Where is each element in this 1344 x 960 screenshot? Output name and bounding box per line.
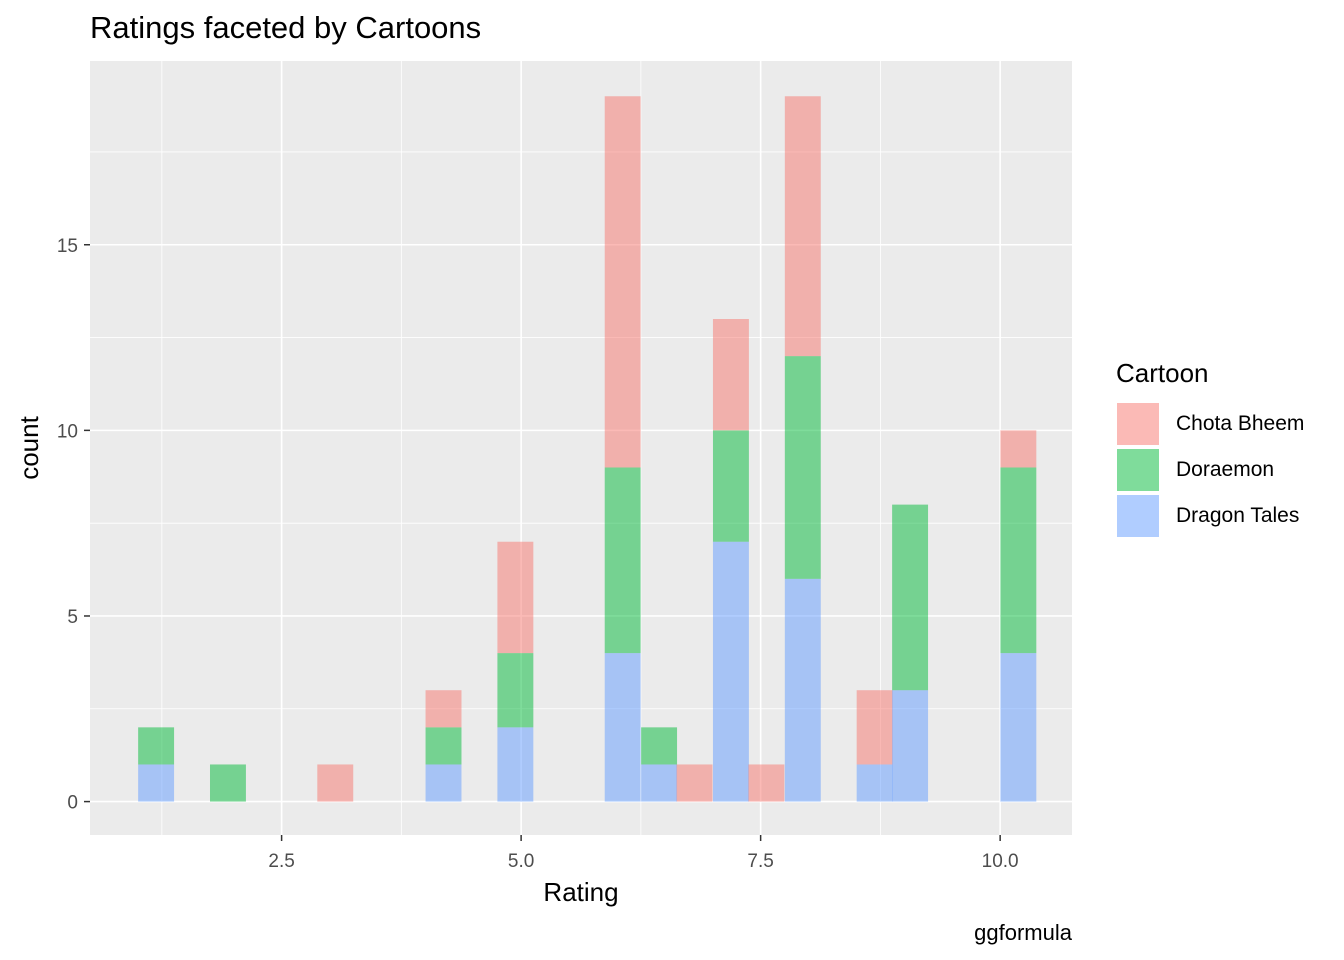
- bar-doraemon: [1000, 467, 1037, 654]
- legend-key-doraemon: [1116, 448, 1160, 492]
- bar-dragon-tales: [1000, 653, 1037, 802]
- bar-chota-bheem: [784, 96, 821, 357]
- x-tick-label: 2.5: [268, 851, 294, 872]
- bar-doraemon: [784, 356, 821, 579]
- x-tick-label: 10.0: [982, 851, 1019, 872]
- bar-doraemon: [892, 504, 929, 691]
- bar-chota-bheem: [497, 541, 534, 654]
- bar-chota-bheem: [604, 96, 641, 468]
- caption: ggformula: [974, 920, 1072, 945]
- bar-doraemon: [425, 727, 462, 765]
- bar-dragon-tales: [712, 541, 749, 802]
- bar-dragon-tales: [425, 764, 462, 802]
- bar-doraemon: [497, 653, 534, 728]
- legend-item-doraemon: Doraemon: [1116, 447, 1304, 493]
- x-tick-label: 5.0: [508, 851, 534, 872]
- bar-doraemon: [209, 764, 246, 802]
- y-tick-label: 15: [57, 236, 78, 257]
- y-axis-title: count: [14, 415, 44, 479]
- bar-doraemon: [604, 467, 641, 654]
- bar-chota-bheem: [748, 764, 785, 802]
- legend-item-dragon-tales: Dragon Tales: [1116, 493, 1304, 539]
- legend-title: Cartoon: [1116, 358, 1209, 388]
- y-tick-label: 10: [57, 421, 78, 442]
- bar-dragon-tales: [641, 764, 678, 802]
- legend-key-chota-bheem: [1116, 402, 1160, 446]
- bar-chota-bheem: [856, 690, 893, 765]
- legend: Cartoon Chota Bheem Doraemon Dragon Tale…: [1116, 358, 1304, 539]
- bar-doraemon: [712, 430, 749, 542]
- bar-dragon-tales: [604, 653, 641, 802]
- x-axis-title: Rating: [543, 877, 618, 907]
- bar-doraemon: [138, 727, 175, 765]
- bar-dragon-tales: [497, 727, 534, 802]
- legend-item-chota-bheem: Chota Bheem: [1116, 401, 1304, 447]
- y-tick-label: 5: [67, 607, 78, 628]
- bar-chota-bheem: [425, 690, 462, 728]
- bar-doraemon: [641, 727, 678, 765]
- legend-label: Chota Bheem: [1176, 412, 1305, 435]
- x-tick-label: 7.5: [747, 851, 773, 872]
- chart-title: Ratings faceted by Cartoons: [90, 10, 482, 45]
- bar-dragon-tales: [892, 690, 929, 802]
- bar-chota-bheem: [317, 764, 354, 802]
- bar-chota-bheem: [676, 764, 713, 802]
- legend-label: Doraemon: [1176, 458, 1275, 481]
- bar-chota-bheem: [1000, 430, 1037, 468]
- legend-key-dragon-tales: [1116, 494, 1160, 538]
- y-tick-label: 0: [67, 793, 78, 814]
- legend-label: Dragon Tales: [1176, 504, 1300, 527]
- bar-dragon-tales: [784, 578, 821, 802]
- bar-dragon-tales: [856, 764, 893, 802]
- bar-chota-bheem: [712, 319, 749, 431]
- bar-dragon-tales: [138, 764, 175, 802]
